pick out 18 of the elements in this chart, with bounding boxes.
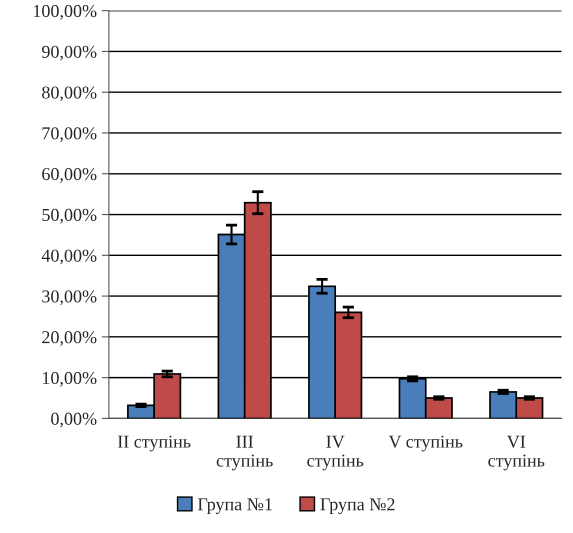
y-tick-label: 20,00% — [42, 331, 96, 346]
legend-label: Група №2 — [320, 498, 394, 514]
x-tick-label: III ступінь — [216, 436, 273, 470]
y-tick-label: 10,00% — [42, 372, 96, 387]
x-tick-label: II ступінь — [118, 436, 190, 452]
y-tick-label: 70,00% — [42, 127, 96, 142]
y-tick-label: 0,00% — [51, 412, 96, 428]
y-tick-label: 90,00% — [42, 46, 96, 60]
y-tick-label: 40,00% — [42, 250, 96, 264]
y-tick-label: 50,00% — [42, 208, 96, 224]
x-tick-label: VI ступінь — [488, 436, 544, 470]
x-tick-label: IV ступінь — [307, 436, 364, 470]
y-tick-label: 30,00% — [42, 290, 96, 306]
x-tick-label: V ступінь — [388, 436, 462, 452]
y-tick-label: 80,00% — [42, 86, 96, 102]
y-tick-label: 60,00% — [42, 168, 96, 183]
y-tick-label: 100,00% — [34, 4, 96, 20]
legend-label: Група №1 — [198, 498, 272, 514]
